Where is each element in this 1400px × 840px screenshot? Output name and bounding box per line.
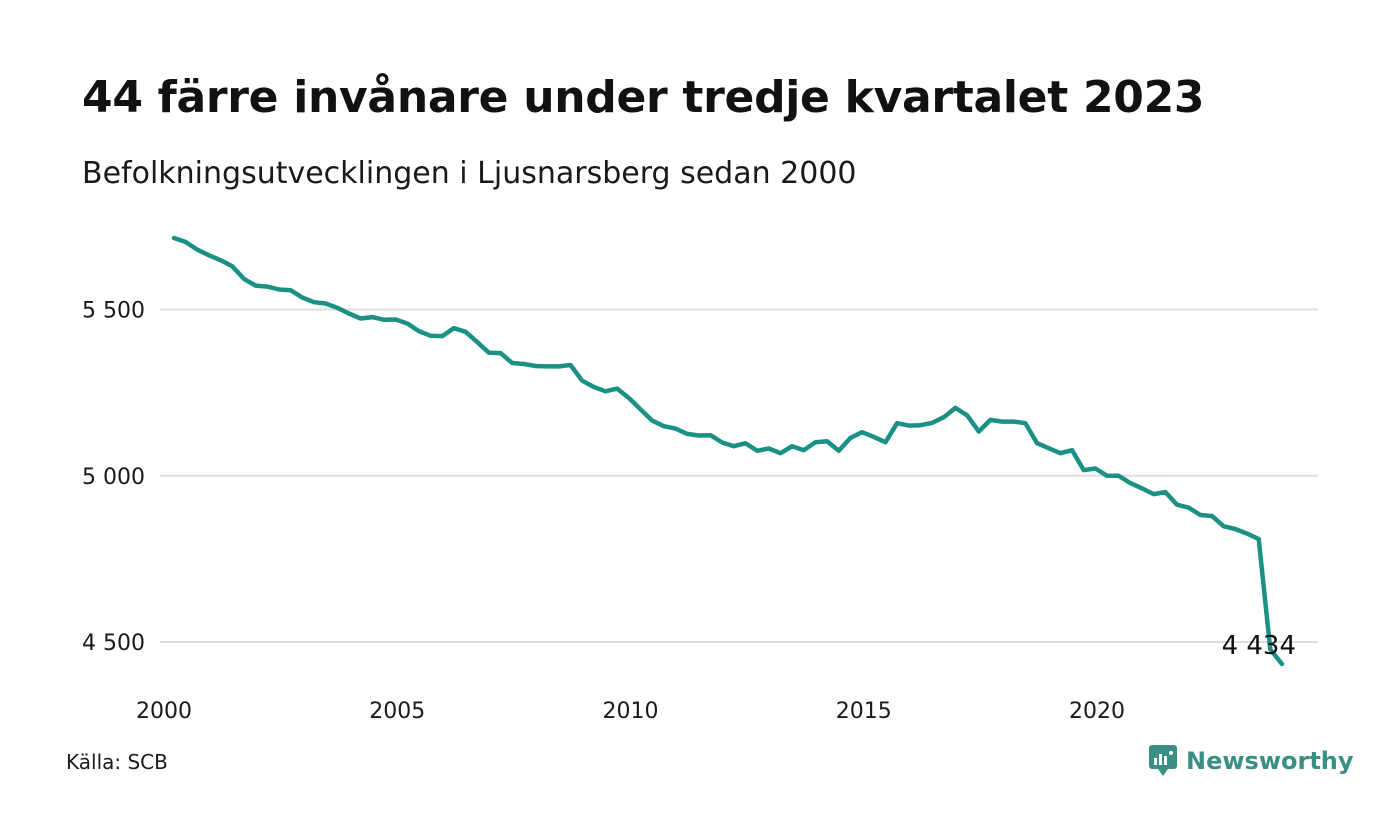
x-tick-label: 2020 bbox=[1069, 699, 1125, 724]
y-tick-label: 4 500 bbox=[82, 631, 145, 656]
end-value-label: 4 434 bbox=[1222, 631, 1296, 661]
series-line bbox=[171, 235, 1285, 667]
series-line-group bbox=[171, 235, 1285, 667]
newsworthy-logo-icon bbox=[1149, 745, 1177, 776]
chart-title: 44 färre invånare under tredje kvartalet… bbox=[82, 72, 1205, 123]
x-tick-label: 2000 bbox=[136, 699, 192, 724]
brand-name: Newsworthy bbox=[1186, 747, 1354, 775]
y-tick-label: 5 000 bbox=[82, 465, 145, 490]
x-tick-label: 2010 bbox=[603, 699, 659, 724]
grid-lines bbox=[160, 308, 1318, 644]
source-note: Källa: SCB bbox=[66, 750, 168, 774]
x-tick-label: 2015 bbox=[836, 699, 892, 724]
brand-logo: Newsworthy bbox=[1148, 744, 1354, 778]
y-tick-label: 5 500 bbox=[82, 298, 145, 323]
chart-subtitle: Befolkningsutvecklingen i Ljusnarsberg s… bbox=[82, 156, 857, 191]
x-tick-label: 2005 bbox=[369, 699, 425, 724]
end-value-label-group: 4 434 bbox=[1222, 631, 1296, 661]
x-axis-labels: 2000 2005 2010 2015 2020 bbox=[136, 699, 1125, 724]
y-axis-labels: 4 500 5 000 5 500 bbox=[82, 298, 145, 656]
